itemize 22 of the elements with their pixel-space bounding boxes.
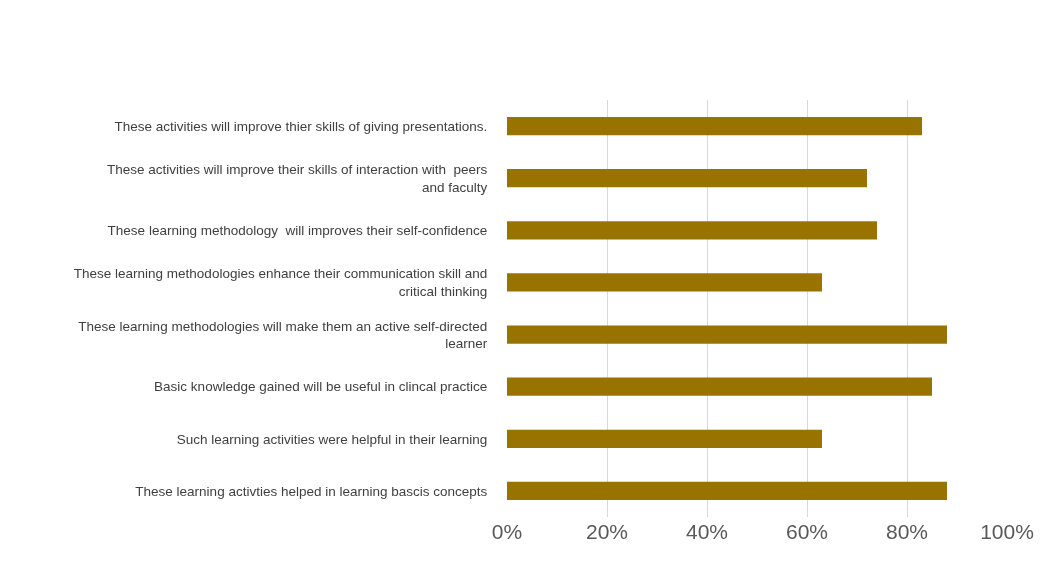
bar	[507, 429, 822, 448]
x-tick-label: 80%	[885, 520, 929, 543]
y-tick-label: These learning methodologies will make them an active self-directed learner	[78, 318, 488, 352]
x-tick-label: 40%	[685, 520, 729, 543]
y-tick-label: These activities will improve their skills of interaction with peers and faculty	[106, 162, 488, 195]
bar	[507, 481, 947, 501]
bar	[507, 221, 877, 240]
y-tick-label: Such learning activities were helpful in their learning	[176, 431, 488, 447]
y-tick-label: Basic knowledge gained will be useful in clincal practice	[154, 379, 488, 395]
bar	[507, 116, 922, 136]
bar	[507, 325, 947, 344]
y-tick-label: These learning activties helped in learning bascis concepts	[135, 483, 488, 499]
bar	[507, 377, 932, 396]
x-tick-label: 20%	[585, 520, 629, 543]
x-tick-label: 100%	[980, 520, 1034, 543]
y-tick-label: These activities will improve thier skills of giving presentations.	[114, 118, 488, 134]
x-tick-label: 60%	[785, 520, 829, 543]
bar	[507, 273, 822, 292]
bar	[507, 169, 867, 188]
y-tick-label: These learning methodologies enhance their communication skill and critical thinking	[73, 266, 488, 299]
x-tick-label: 0%	[491, 520, 523, 543]
y-tick-label: These learning methodology will improves their self-confidence	[107, 223, 488, 239]
